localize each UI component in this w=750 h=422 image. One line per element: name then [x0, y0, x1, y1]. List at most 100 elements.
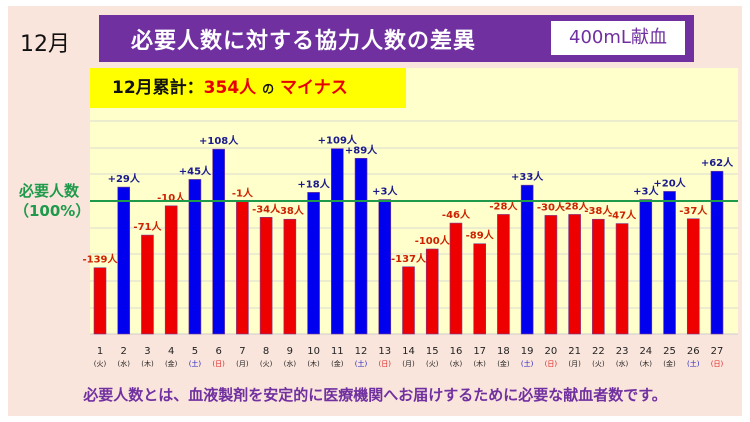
data-label: +45人 — [179, 164, 212, 177]
bar-day-16 — [449, 222, 463, 335]
weekday-label: (金) — [663, 359, 676, 368]
x-tick-label: 7 — [239, 346, 245, 357]
summary-label: 12月累計： — [112, 78, 204, 98]
data-label: -1人 — [232, 186, 254, 199]
bar-day-11 — [331, 148, 344, 335]
bar-day-12 — [354, 157, 368, 335]
weekday-label: (日) — [711, 360, 724, 368]
bar-day-15 — [425, 248, 439, 335]
bar-day-9 — [283, 218, 297, 335]
data-label: -30人 — [537, 200, 566, 213]
data-label: +3人 — [372, 185, 398, 198]
x-tick-label: 3 — [144, 346, 150, 357]
x-tick-label: 21 — [568, 346, 581, 357]
weekday-label: (火) — [94, 360, 107, 368]
bar-day-17 — [473, 243, 486, 335]
x-tick-label: 17 — [473, 346, 486, 357]
weekday-label: (金) — [331, 359, 344, 368]
bar-day-6 — [212, 148, 225, 335]
x-tick-label: 18 — [497, 346, 510, 357]
x-tick-label: 12 — [355, 346, 368, 357]
data-label: -71人 — [133, 220, 162, 233]
x-tick-label: 26 — [687, 346, 700, 357]
x-tick-label: 5 — [192, 346, 198, 357]
x-tick-label: 8 — [263, 346, 269, 357]
bar-day-7 — [236, 201, 249, 335]
weekday-label: (木) — [141, 359, 154, 368]
x-tick-label: 25 — [663, 346, 676, 357]
x-tick-label: 4 — [168, 346, 174, 357]
bar-day-25 — [663, 191, 676, 335]
weekday-label: (木) — [640, 359, 653, 368]
bar-day-8 — [259, 217, 273, 335]
x-tick-label: 2 — [121, 346, 127, 357]
data-label: -28人 — [489, 199, 518, 212]
data-label: +3人 — [633, 185, 659, 198]
data-label: -100人 — [415, 234, 451, 247]
bar-day-2 — [117, 186, 131, 335]
data-label: +18人 — [297, 177, 330, 190]
weekday-label: (木) — [473, 359, 486, 368]
bar-day-3 — [141, 234, 154, 335]
weekday-label: (月) — [402, 360, 415, 368]
summary-direction: マイナス — [280, 78, 348, 98]
monthly-summary: 12月累計：354人 の マイナス — [90, 68, 406, 108]
weekday-label: (日) — [545, 360, 558, 368]
weekday-label: (土) — [189, 359, 202, 368]
reference-line-label: 必要人数 （100%） — [14, 181, 91, 221]
summary-value: 354人 — [203, 78, 257, 98]
bar-day-22 — [592, 218, 605, 335]
x-tick-label: 16 — [450, 346, 463, 357]
bar-day-1 — [93, 267, 107, 335]
x-tick-label: 1 — [97, 346, 103, 357]
data-label: +109人 — [318, 134, 358, 147]
bar-day-5 — [188, 179, 202, 335]
x-tick-label: 9 — [287, 346, 293, 357]
x-tick-label: 14 — [402, 346, 415, 357]
bar-day-26 — [686, 218, 700, 335]
bar-day-24 — [639, 199, 653, 335]
bar-day-13 — [378, 199, 392, 335]
weekday-label: (土) — [687, 359, 700, 368]
weekday-label: (金) — [165, 359, 178, 368]
data-label: -34人 — [252, 202, 281, 215]
reference-label-line1: 必要人数 — [18, 182, 79, 200]
x-tick-label: 22 — [592, 346, 605, 357]
x-tick-label: 27 — [711, 346, 724, 357]
data-label: +62人 — [701, 156, 734, 169]
reference-label-line2: （100%） — [14, 202, 91, 220]
data-label: -38人 — [584, 204, 613, 217]
bar-day-21 — [568, 214, 581, 335]
data-label: +33人 — [511, 170, 544, 183]
x-tick-label: 15 — [426, 346, 439, 357]
data-label: +89人 — [345, 143, 378, 156]
data-label: -28人 — [561, 199, 590, 212]
bar-day-18 — [497, 214, 510, 335]
x-tick-label: 23 — [616, 346, 629, 357]
weekday-label: (土) — [355, 359, 368, 368]
weekday-label: (月) — [236, 360, 249, 368]
data-label: -137人 — [391, 252, 427, 265]
weekday-label: (水) — [616, 359, 629, 368]
summary-particle: の — [262, 82, 275, 96]
weekday-label: (火) — [592, 360, 605, 368]
bar-day-27 — [710, 170, 724, 335]
weekday-label: (水) — [284, 359, 297, 368]
bar-day-23 — [615, 223, 629, 335]
bar-day-20 — [544, 215, 558, 335]
weekday-label: (日) — [379, 360, 392, 368]
weekday-label: (火) — [426, 360, 439, 368]
data-label: -46人 — [442, 208, 471, 221]
title-bar: 必要人数に対する協力人数の差異 400mL献血 — [99, 15, 694, 62]
donation-type-badge: 400mL献血 — [551, 21, 685, 55]
x-tick-label: 13 — [378, 346, 391, 357]
weekday-label: (金) — [497, 359, 510, 368]
data-label: +108人 — [199, 134, 239, 147]
data-label: -139人 — [82, 253, 118, 266]
bar-day-14 — [402, 266, 415, 335]
data-label: +29人 — [108, 172, 141, 185]
x-tick-label: 20 — [545, 346, 558, 357]
x-tick-label: 11 — [331, 346, 344, 357]
footer-note: 必要人数とは、血液製剤を安定的に医療機関へお届けするために必要な献血者数です。 — [83, 386, 667, 404]
